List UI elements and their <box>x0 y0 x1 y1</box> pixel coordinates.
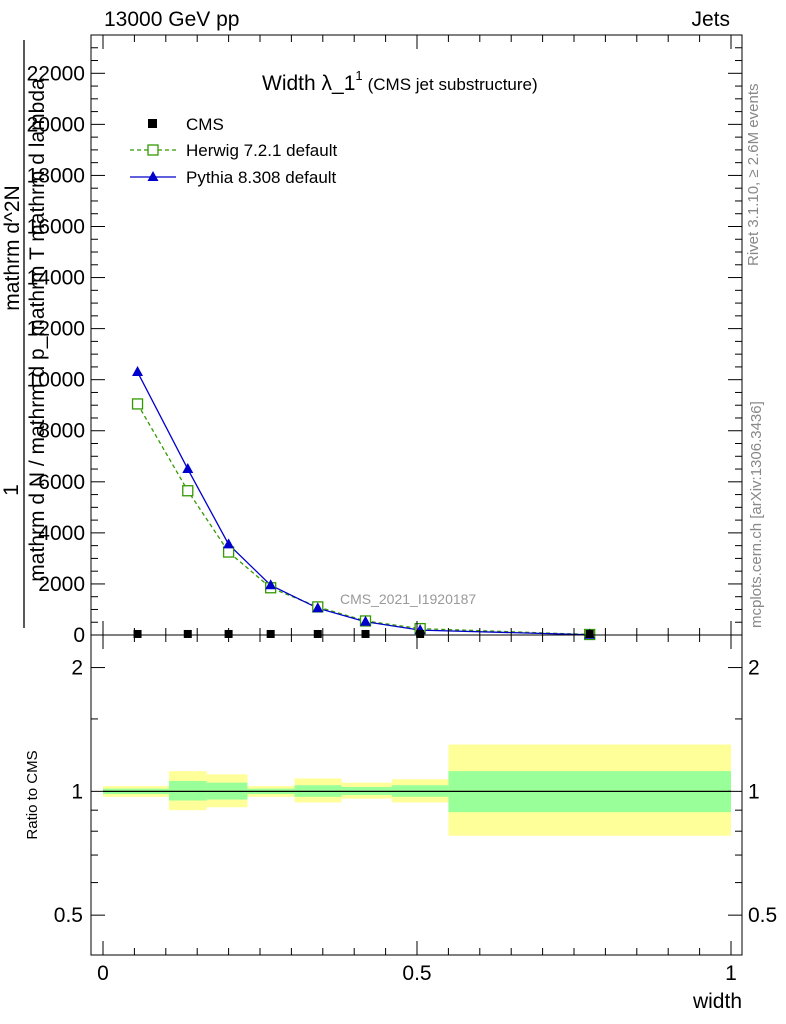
pythia-point <box>223 538 235 549</box>
herwig-point <box>222 546 235 558</box>
ratio-xtick-label: 0.5 <box>402 962 431 985</box>
main-ytick-label: 16000 <box>27 215 85 238</box>
ratio-ytick-label-right: 2 <box>748 657 760 680</box>
pythia-point <box>360 615 372 626</box>
main-ytick-label: 14000 <box>27 267 85 290</box>
cms-point <box>361 629 370 638</box>
pythia-point <box>265 579 277 590</box>
main-ytick-label: 2000 <box>38 573 85 596</box>
herwig-point <box>131 398 144 410</box>
main-ylabel-top: 1 <box>0 484 23 496</box>
cms-point <box>313 629 322 638</box>
main-ytick-label: 4000 <box>38 522 85 545</box>
cms-point <box>266 629 275 638</box>
cms-point <box>183 629 192 638</box>
ratio-xtick-label: 0 <box>97 962 109 985</box>
ratio-ytick-label: 1 <box>71 780 83 803</box>
pythia-point <box>312 602 324 613</box>
main-ylabel: 1 mathrm d^2N mathrm d N / mathrm d p_math… <box>0 40 49 628</box>
legend-pythia-marker <box>147 171 159 181</box>
legend-herwig-label: Herwig 7.2.1 default <box>186 141 337 160</box>
main-ytick-label: 6000 <box>38 471 85 494</box>
ratio-ylabel: Ratio to CMS <box>24 750 41 839</box>
main-ytick-label: 12000 <box>27 318 85 341</box>
legend-pythia-label: Pythia 8.308 default <box>186 168 337 187</box>
x-axis-label: width <box>692 990 742 1013</box>
energy-label: 13000 GeV pp <box>104 8 240 31</box>
main-ytick-label: 8000 <box>38 420 85 443</box>
main-ytick-label: 20000 <box>27 113 85 136</box>
ratio-ytick-label: 0.5 <box>54 904 83 927</box>
category-label: Jets <box>691 8 730 31</box>
pythia-point <box>132 366 144 377</box>
ratio-ytick-label-right: 1 <box>748 780 760 803</box>
main-ytick-label: 0 <box>73 624 85 647</box>
legend-cms-marker <box>148 119 157 128</box>
herwig-point <box>182 485 194 497</box>
legend-herwig-marker <box>147 144 159 156</box>
main-panel: 0 2000 4000 6000 8000 10000 12000 14000 16000 180… <box>0 34 743 647</box>
main-ytick-label: 18000 <box>27 164 85 187</box>
pythia-line <box>136 371 590 636</box>
ratio-stat-band <box>168 780 207 801</box>
ratio-xtick-label: 1 <box>725 962 737 985</box>
cms-point <box>133 629 142 638</box>
main-ytick-label: 10000 <box>27 369 85 392</box>
ratio-ytick-label-right: 0.5 <box>748 904 777 927</box>
ratio-ytick-label: 2 <box>71 657 83 680</box>
main-ylabel-bottom: mathrm d N / mathrm d p_mathrm T mathrm … <box>26 78 49 582</box>
ratio-panel: 0.5 0.5 1 1 2 2 0 0.5 1 width Ratio to CMS <box>24 634 777 1013</box>
pythia-point <box>182 463 194 474</box>
analysis-label: CMS_2021_I1920187 <box>340 591 476 607</box>
cms-point <box>416 629 425 638</box>
main-ytick-label: 22000 <box>27 62 85 85</box>
cms-point <box>585 629 594 638</box>
main-ylabel-numerator: mathrm d^2N <box>1 185 24 310</box>
chart-title: Width λ_11 (CMS jet substructure) <box>262 68 538 95</box>
legend-cms-label: CMS <box>186 115 224 134</box>
